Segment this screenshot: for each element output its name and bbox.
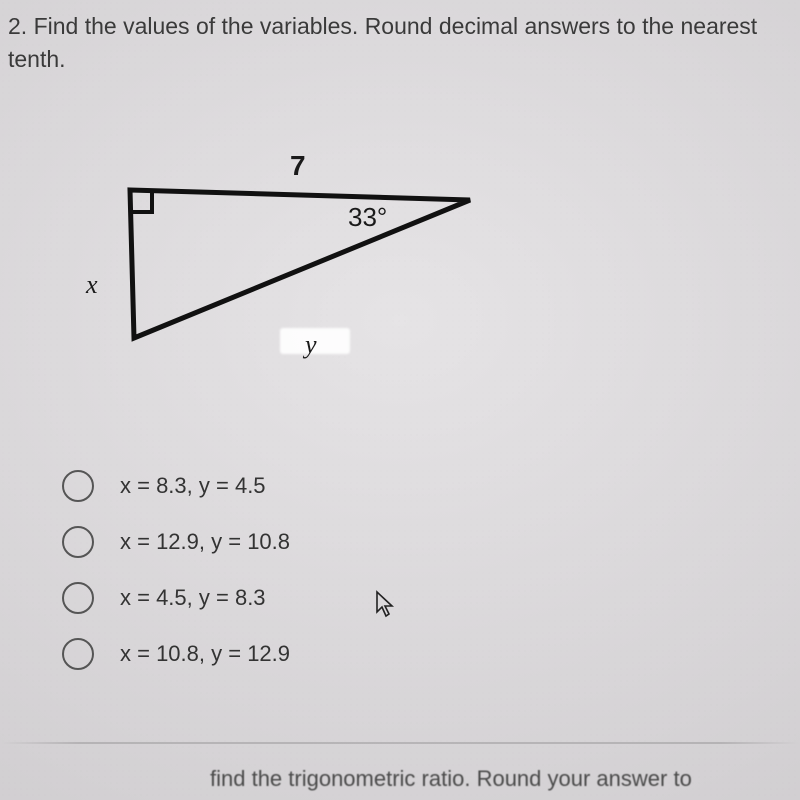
radio-icon[interactable] bbox=[62, 638, 94, 670]
radio-icon[interactable] bbox=[62, 582, 94, 614]
label-left-side: x bbox=[86, 270, 98, 300]
label-hypotenuse: y bbox=[305, 330, 317, 360]
radio-icon[interactable] bbox=[62, 526, 94, 558]
radio-icon[interactable] bbox=[62, 470, 94, 502]
mouse-cursor-icon bbox=[375, 590, 395, 618]
triangle-diagram: 7 33° x y bbox=[90, 160, 520, 410]
right-angle-marker bbox=[130, 191, 152, 212]
triangle-svg bbox=[90, 160, 520, 410]
option-a-label: x = 8.3, y = 4.5 bbox=[120, 473, 266, 499]
answer-options: x = 8.3, y = 4.5 x = 12.9, y = 10.8 x = … bbox=[62, 470, 290, 694]
option-d-label: x = 10.8, y = 12.9 bbox=[120, 641, 290, 667]
question-line-2: tenth. bbox=[8, 46, 66, 72]
worksheet-page: 2. Find the values of the variables. Rou… bbox=[0, 0, 800, 800]
option-a[interactable]: x = 8.3, y = 4.5 bbox=[62, 470, 290, 502]
option-d[interactable]: x = 10.8, y = 12.9 bbox=[62, 638, 290, 670]
label-angle: 33° bbox=[348, 202, 387, 233]
option-b-label: x = 12.9, y = 10.8 bbox=[120, 529, 290, 555]
option-c-label: x = 4.5, y = 8.3 bbox=[120, 585, 266, 611]
question-prompt: 2. Find the values of the variables. Rou… bbox=[8, 10, 792, 77]
option-b[interactable]: x = 12.9, y = 10.8 bbox=[62, 526, 290, 558]
option-c[interactable]: x = 4.5, y = 8.3 bbox=[62, 582, 290, 614]
label-top-side: 7 bbox=[290, 150, 306, 182]
triangle-shape bbox=[130, 190, 470, 338]
section-divider bbox=[0, 742, 800, 744]
question-line-1: 2. Find the values of the variables. Rou… bbox=[8, 13, 757, 39]
next-question-partial: find the trigonometric ratio. Round your… bbox=[210, 766, 800, 792]
